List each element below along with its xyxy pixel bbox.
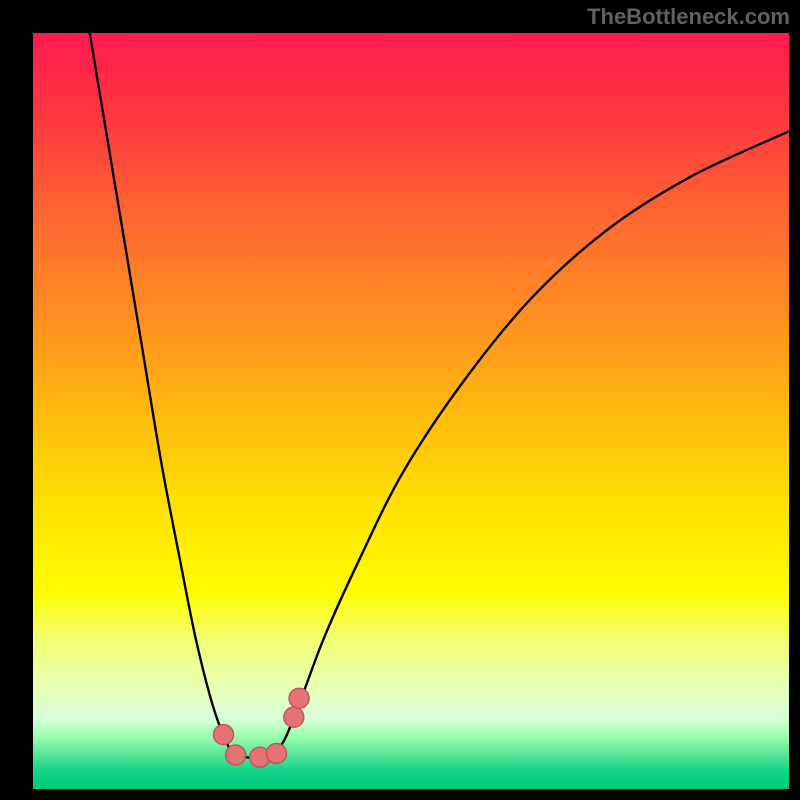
outer-frame: TheBottleneck.com: [0, 0, 800, 800]
marker-point: [284, 707, 304, 727]
watermark-text: TheBottleneck.com: [587, 4, 790, 30]
marker-point: [266, 743, 286, 763]
marker-point: [214, 725, 234, 745]
marker-point: [289, 688, 309, 708]
chart-svg: [33, 33, 789, 789]
plot-area: [33, 33, 789, 789]
marker-point: [226, 745, 246, 765]
gradient-background: [33, 33, 789, 789]
